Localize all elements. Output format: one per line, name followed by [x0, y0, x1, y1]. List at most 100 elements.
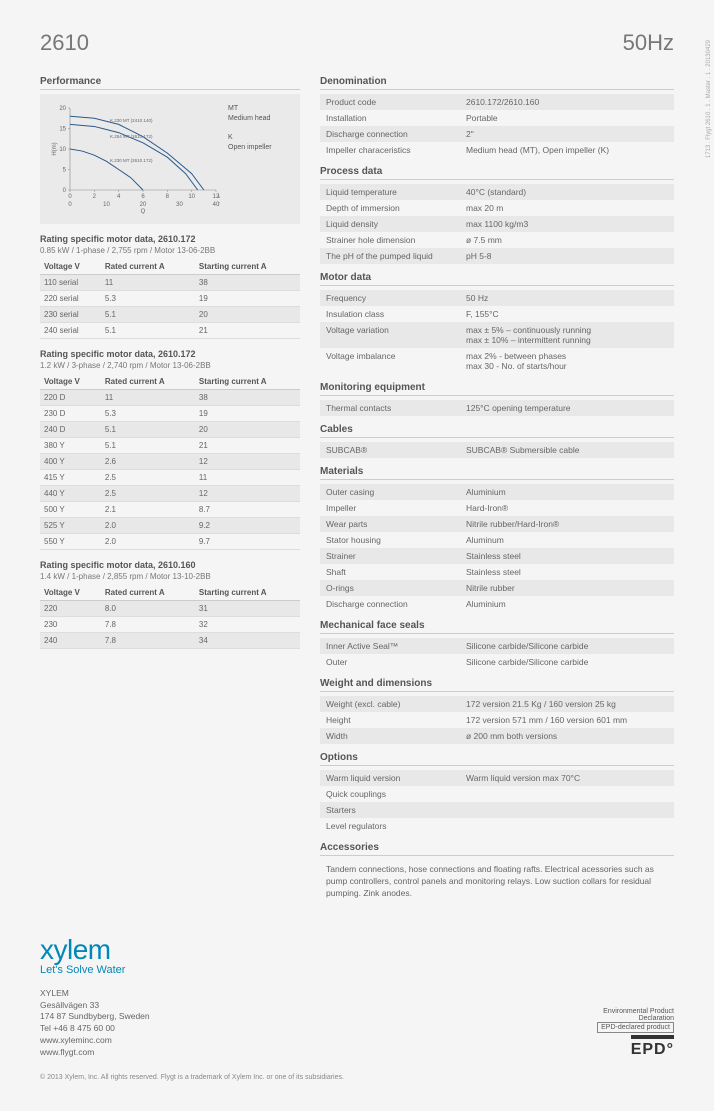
table-header: Starting current A [195, 259, 300, 275]
spec-row: Discharge connection Aluminium [320, 596, 674, 612]
chart-legend: MTMedium headKOpen impeller [228, 104, 272, 214]
spec-label: Weight (excl. cable) [326, 699, 466, 709]
spec-section-title: Monitoring equipment [320, 382, 674, 396]
table-row: 230 serial5.120 [40, 307, 300, 323]
spec-label: Stator housing [326, 535, 466, 545]
table-row: 220 D1138 [40, 390, 300, 406]
spec-label: The pH of the pumped liquid [326, 251, 466, 261]
spec-row: Weight (excl. cable) 172 version 21.5 Kg… [320, 696, 674, 712]
spec-value: Stainless steel [466, 551, 668, 561]
table-row: 240 serial5.121 [40, 323, 300, 339]
table-header: Rated current A [101, 259, 195, 275]
spec-label: Impeller [326, 503, 466, 513]
motor-table-caption: 0.85 kW / 1-phase / 2,755 rpm / Motor 13… [40, 246, 300, 255]
table-row: 240 D5.120 [40, 422, 300, 438]
spec-label: Quick couplings [326, 789, 466, 799]
spec-section-title: Accessories [320, 842, 674, 856]
motor-table-caption: 1.4 kW / 1-phase / 2,855 rpm / Motor 13-… [40, 572, 300, 581]
model-number: 2610 [40, 30, 89, 56]
table-row: 230 D5.319 [40, 406, 300, 422]
spec-value: ø 200 mm both versions [466, 731, 668, 741]
svg-text:10: 10 [103, 202, 110, 208]
svg-text:l/s: l/s [218, 194, 220, 200]
spec-value: Portable [466, 113, 668, 123]
spec-row: Voltage imbalance max 2% - between phase… [320, 348, 674, 374]
spec-value: Hard-Iron® [466, 503, 668, 513]
spec-label: Installation [326, 113, 466, 123]
spec-row: Outer Silicone carbide/Silicone carbide [320, 654, 674, 670]
epd-line2: Declaration [597, 1015, 674, 1022]
logo-text: xylem [40, 934, 150, 966]
spec-label: Shaft [326, 567, 466, 577]
spec-value: 172 version 21.5 Kg / 160 version 25 kg [466, 699, 668, 709]
table-header: Starting current A [195, 374, 300, 390]
table-row: 400 Y2.612 [40, 454, 300, 470]
table-row: 550 Y2.09.7 [40, 534, 300, 550]
motor-table: Voltage VRated current AStarting current… [40, 259, 300, 339]
epd-line3: EPD-declared product [597, 1022, 674, 1033]
epd-logo: EPD° [631, 1035, 674, 1059]
epd-line1: Environmental Product [597, 1008, 674, 1015]
spec-label: Outer [326, 657, 466, 667]
table-row: 380 Y5.121 [40, 438, 300, 454]
spec-value: 40°C (standard) [466, 187, 668, 197]
spec-value: ø 7.5 mm [466, 235, 668, 245]
spec-value: Silicone carbide/Silicone carbide [466, 641, 668, 651]
spec-section-title: Mechanical face seals [320, 620, 674, 634]
svg-text:Q: Q [141, 209, 146, 214]
footer: xylem Let's Solve Water XYLEMGesällvägen… [40, 934, 674, 1059]
spec-label: Liquid density [326, 219, 466, 229]
spec-row: Discharge connection 2" [320, 126, 674, 142]
spec-row: Product code 2610.172/2610.160 [320, 94, 674, 110]
spec-value [466, 821, 668, 831]
spec-value: Silicone carbide/Silicone carbide [466, 657, 668, 667]
spec-value: 172 version 571 mm / 160 version 601 mm [466, 715, 668, 725]
spec-value: pH 5-8 [466, 251, 668, 261]
table-header: Voltage V [40, 374, 101, 390]
spec-section-title: Weight and dimensions [320, 678, 674, 692]
spec-row: Liquid temperature 40°C (standard) [320, 184, 674, 200]
table-row: 500 Y2.18.7 [40, 502, 300, 518]
spec-sections: Denomination Product code 2610.172/2610.… [320, 76, 674, 904]
svg-text:10: 10 [188, 194, 195, 200]
spec-row: Warm liquid version Warm liquid version … [320, 770, 674, 786]
spec-row: Frequency 50 Hz [320, 290, 674, 306]
svg-text:6: 6 [141, 194, 145, 200]
spec-label: Warm liquid version [326, 773, 466, 783]
spec-row: Insulation class F, 155°C [320, 306, 674, 322]
spec-value: max 20 m [466, 203, 668, 213]
table-row: 220 serial5.319 [40, 291, 300, 307]
spec-value: Aluminum [466, 535, 668, 545]
spec-value: Aluminium [466, 487, 668, 497]
spec-label: O-rings [326, 583, 466, 593]
spec-value: 2610.172/2610.160 [466, 97, 668, 107]
svg-text:0: 0 [68, 202, 72, 208]
table-row: 2407.834 [40, 633, 300, 649]
epd-block: Environmental Product Declaration EPD-de… [597, 1008, 674, 1059]
table-row: 440 Y2.512 [40, 486, 300, 502]
spec-row: Height 172 version 571 mm / 160 version … [320, 712, 674, 728]
logo-tagline: Let's Solve Water [40, 964, 150, 976]
spec-label: Wear parts [326, 519, 466, 529]
spec-row: Installation Portable [320, 110, 674, 126]
performance-title: Performance [40, 76, 300, 90]
table-row: 110 serial1138 [40, 275, 300, 291]
spec-value: 125°C opening temperature [466, 403, 668, 413]
spec-label: Strainer [326, 551, 466, 561]
table-row: 2208.031 [40, 601, 300, 617]
spec-label: Level regulators [326, 821, 466, 831]
motor-table: Voltage VRated current AStarting current… [40, 374, 300, 550]
spec-row: Inner Active Seal™ Silicone carbide/Sili… [320, 638, 674, 654]
spec-row: Voltage variation max ± 5% – continuousl… [320, 322, 674, 348]
spec-value: F, 155°C [466, 309, 668, 319]
svg-text:30: 30 [176, 202, 183, 208]
frequency-badge: 50Hz [623, 30, 674, 56]
spec-value: 2" [466, 129, 668, 139]
spec-value [466, 805, 668, 815]
spec-section-title: Cables [320, 424, 674, 438]
svg-text:4: 4 [117, 194, 121, 200]
svg-text:0: 0 [68, 194, 72, 200]
logo-block: xylem Let's Solve Water XYLEMGesällvägen… [40, 934, 150, 1059]
spec-row: Liquid density max 1100 kg/m3 [320, 216, 674, 232]
spec-row: Outer casing Aluminium [320, 484, 674, 500]
